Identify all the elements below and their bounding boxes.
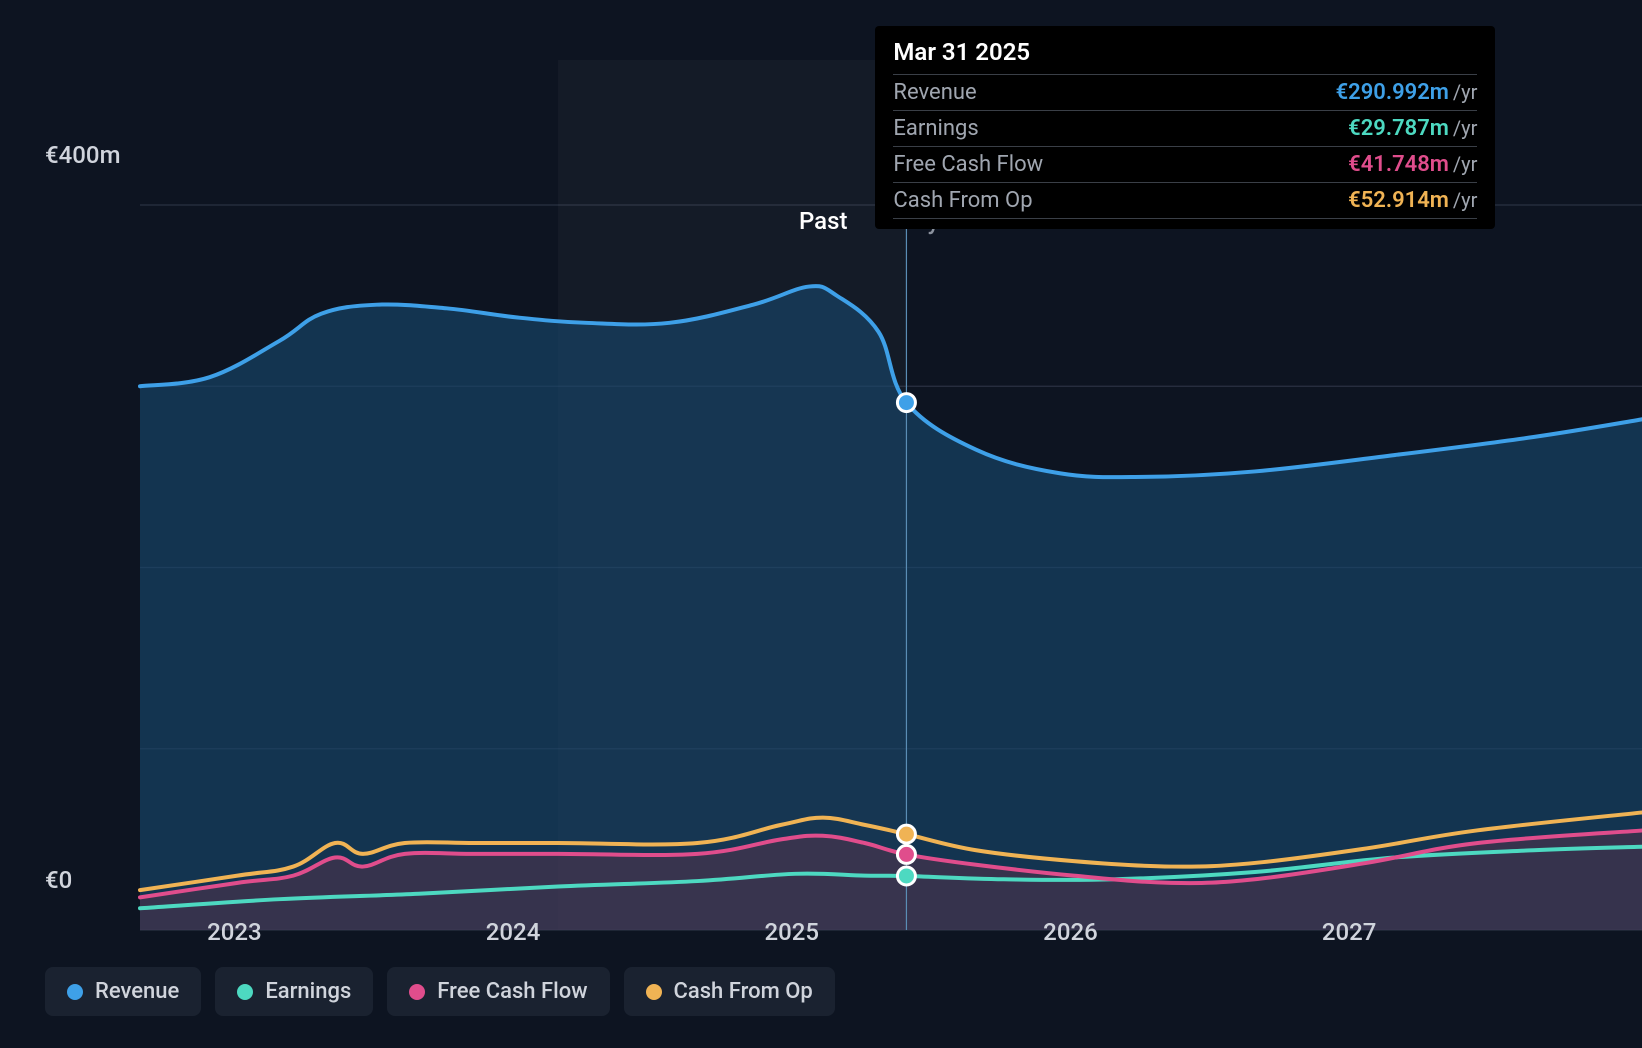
legend-label: Earnings xyxy=(265,979,351,1004)
tooltip-row: Revenue €290.992m/yr xyxy=(893,75,1477,111)
legend-item-cash-from-op[interactable]: Cash From Op xyxy=(624,967,835,1016)
tooltip-metric-value: €290.992m xyxy=(1336,80,1449,105)
legend-item-earnings[interactable]: Earnings xyxy=(215,967,373,1016)
tooltip-unit: /yr xyxy=(1453,116,1478,140)
x-tick-label: 2024 xyxy=(486,918,541,946)
hover-tooltip: Mar 31 2025 Revenue €290.992m/yr Earnings €… xyxy=(875,26,1495,229)
legend-item-free-cash-flow[interactable]: Free Cash Flow xyxy=(387,967,609,1016)
tooltip-metric-label: Cash From Op xyxy=(893,188,1032,213)
legend-dot-icon xyxy=(67,984,83,1000)
legend-item-revenue[interactable]: Revenue xyxy=(45,967,201,1016)
tooltip-row: Free Cash Flow €41.748m/yr xyxy=(893,147,1477,183)
past-region-label: Past xyxy=(799,207,847,235)
legend-dot-icon xyxy=(237,984,253,1000)
legend-dot-icon xyxy=(646,984,662,1000)
tooltip-metric-label: Free Cash Flow xyxy=(893,152,1043,177)
legend-label: Revenue xyxy=(95,979,179,1004)
tooltip-unit: /yr xyxy=(1453,188,1478,212)
tooltip-metric-value: €29.787m xyxy=(1348,116,1449,141)
legend: Revenue Earnings Free Cash Flow Cash From O… xyxy=(45,967,835,1016)
x-tick-label: 2026 xyxy=(1043,918,1098,946)
tooltip-unit: /yr xyxy=(1453,152,1478,176)
tooltip-metric-value: €41.748m xyxy=(1348,152,1449,177)
tooltip-metric-value: €52.914m xyxy=(1348,188,1449,213)
y-tick-label: €0 xyxy=(45,866,72,894)
x-tick-label: 2027 xyxy=(1322,918,1377,946)
tooltip-metric-label: Revenue xyxy=(893,80,976,105)
x-tick-label: 2023 xyxy=(207,918,262,946)
legend-label: Cash From Op xyxy=(674,979,813,1004)
y-tick-label: €400m xyxy=(45,141,120,169)
tooltip-row: Cash From Op €52.914m/yr xyxy=(893,183,1477,219)
x-tick-label: 2025 xyxy=(764,918,819,946)
tooltip-date: Mar 31 2025 xyxy=(893,38,1477,75)
tooltip-unit: /yr xyxy=(1453,80,1478,104)
tooltip-row: Earnings €29.787m/yr xyxy=(893,111,1477,147)
tooltip-metric-label: Earnings xyxy=(893,116,978,141)
legend-label: Free Cash Flow xyxy=(437,979,587,1004)
legend-dot-icon xyxy=(409,984,425,1000)
